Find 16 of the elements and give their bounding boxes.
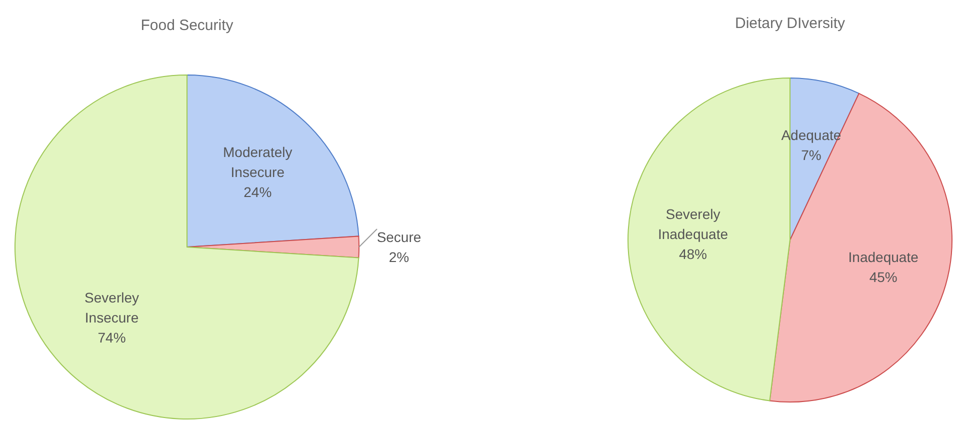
pie-slice [14,74,360,420]
chart-title: Food Security [140,17,234,34]
pie-slice [186,74,360,248]
data-label: 2% [388,249,410,265]
slice-label: Moderately Insecure [223,144,292,180]
data-label: 45% [869,269,898,286]
slice-label: Severley Insecure [84,290,140,326]
data-label: 74% [98,330,126,346]
slice-label: Secure [376,229,422,245]
data-label: 7% [801,147,822,164]
data-label: 48% [678,246,708,262]
data-label: 24% [244,184,272,200]
slice-label: Severely Inadequate [658,206,728,242]
pie-slice [769,92,952,402]
chart-title: Dietary DIversity [734,15,846,32]
slice-label: Inadequate [848,249,919,266]
